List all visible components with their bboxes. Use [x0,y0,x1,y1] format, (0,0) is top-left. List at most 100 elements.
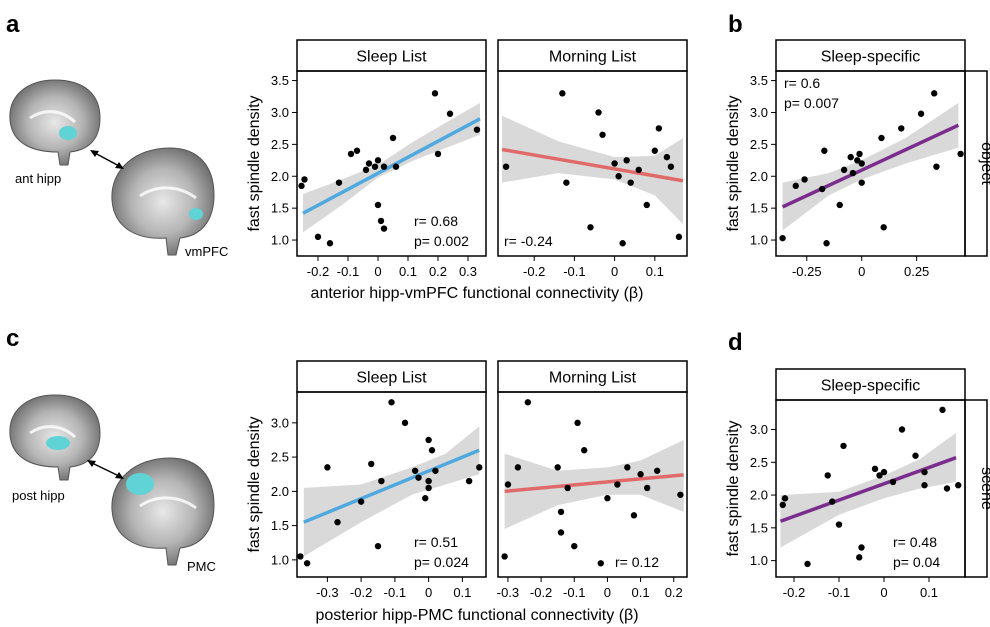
data-point [856,554,863,561]
chart-d-sleep-specific: Sleep-specific scene -0.2 -0.1 0 0.1 1.0 1.5 2.0… [725,368,990,600]
data-point [917,110,925,117]
stats-annotation: r= 0.6 [784,75,820,91]
chart-a-morning-list: Morning List -0.2 -0.1 0 0.1 r= -0.24 [497,39,688,279]
x-tick-label: -0.2 [783,585,805,600]
x-tick-label: 0 [858,264,865,279]
y-tick-label: 2.0 [271,484,289,499]
panel-border [296,70,487,257]
data-point [335,179,343,186]
data-point [821,147,828,154]
data-point [921,482,928,489]
x-tick-label: -0.1 [828,585,850,600]
facet-header [775,368,966,401]
x-tick-label: -0.1 [563,585,585,600]
data-point [428,447,436,454]
x-tick-label: -0.1 [337,264,359,279]
brain-illustration-a: ant hipp vmPFC [9,79,228,259]
data-point [644,484,651,492]
brain-illustration-c: post hipp PMC [9,394,216,574]
stats-annotation: p= 0.002 [414,233,469,249]
x-tick-label: 0.1 [399,264,417,279]
data-point [912,452,919,459]
x-tick-label: 0 [611,264,618,279]
x-tick-label: 0.3 [459,264,477,279]
regression-line [779,456,957,523]
data-point [955,482,962,489]
data-point [637,471,644,478]
x-axis-label: anterior hipp-vmPFC functional connectiv… [311,285,644,302]
data-point [374,542,382,550]
data-point [779,234,786,242]
data-point [840,166,848,174]
y-tick-label: 1.5 [750,201,768,216]
data-point [878,134,885,142]
data-point [298,182,305,190]
y-tick-label: 3.0 [271,415,289,430]
x-tick-label: -0.2 [307,264,329,279]
x-tick-label: 0.1 [632,585,650,600]
data-point [604,495,611,502]
data-point [836,201,843,209]
data-point [501,553,508,560]
x-tick-label: -0.1 [563,264,585,279]
data-point [619,240,626,247]
data-point [380,163,388,170]
x-tick-label: 0 [425,585,432,600]
data-point [303,560,311,567]
data-point [889,478,897,486]
y-tick-label: 1.0 [750,553,768,568]
y-tick-label: 2.5 [750,137,768,152]
brain-sagittal-icon [111,457,215,566]
data-point [792,182,799,190]
x-axis-label: posterior hipp-PMC functional connectivi… [315,607,638,624]
panel-border [296,391,487,578]
y-axis-label: fast spindle density [246,95,263,231]
x-tick-label: -0.1 [384,585,406,600]
y-tick-label: 3.5 [271,73,289,88]
chart-c-morning-list: Morning List -0.3 -0.2 -0.1 0 0.1 0.2 r= 0.12 [497,360,688,600]
data-point [554,464,561,471]
facet-title: Sleep List [356,370,427,387]
chart-c-sleep-list: Sleep List -0.3 -0.2 -0.1 0 0.1 1.0 1.5 2.0 2.5 3.… [246,360,487,600]
x-tick-label: 0.1 [646,264,664,279]
data-point [880,224,887,231]
data-point [473,126,481,133]
data-point [411,467,419,474]
y-tick-label: 2.0 [750,488,768,503]
y-tick-label: 2.5 [271,137,289,152]
data-point [432,467,439,474]
data-point [392,163,400,170]
data-point [898,125,905,132]
data-point [880,468,888,476]
brain-region-label: post hipp [12,488,65,503]
y-tick-label: 1.0 [750,233,768,248]
data-point [563,179,570,186]
connection-arrow-icon [92,151,122,168]
brain-region-label: ant hipp [15,171,61,186]
data-point [655,125,663,132]
data-point [581,447,588,454]
brain-sagittal-icon [111,147,215,256]
regression-line [504,473,684,494]
stats-annotation: r= -0.24 [504,233,553,249]
data-point [371,163,379,170]
data-point [502,163,510,170]
x-tick-label: -0.2 [530,585,552,600]
panel-border [497,70,688,257]
facet-title: Morning List [549,370,637,387]
data-point [347,150,355,158]
data-point [326,240,334,247]
data-point [781,495,789,502]
data-point [374,201,382,209]
stats-annotation: p= 0.024 [414,554,469,570]
data-point [804,560,811,568]
data-point [425,484,432,492]
data-point [362,166,370,174]
facet-title: Sleep-specific [821,378,921,395]
data-point [422,495,429,502]
data-point [957,150,964,158]
facet-title: Sleep List [356,49,427,66]
facet-strip-label: scene [978,467,990,510]
brain-sagittal-icon [9,394,101,481]
arrowhead-icon [115,472,124,479]
